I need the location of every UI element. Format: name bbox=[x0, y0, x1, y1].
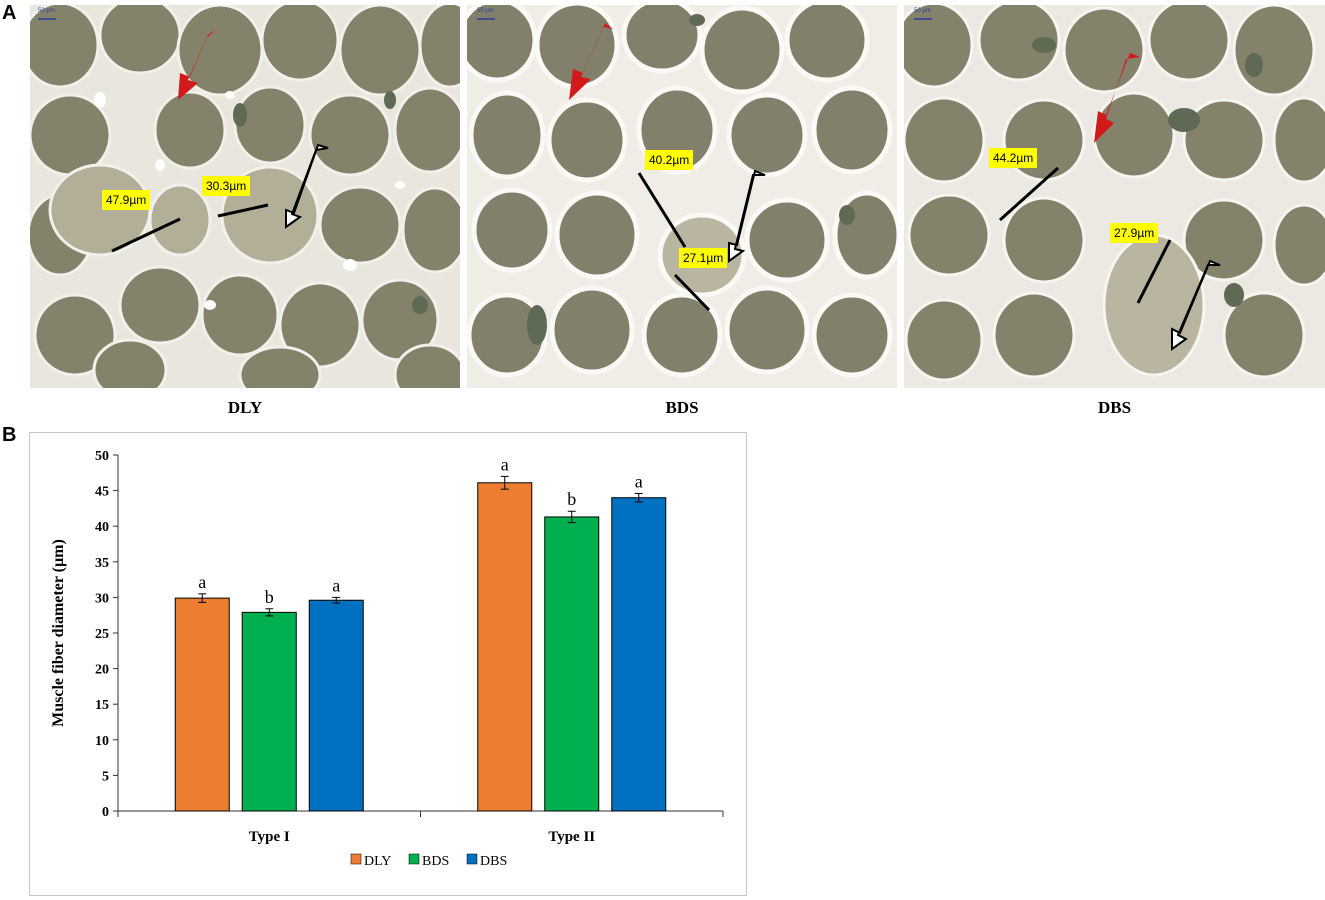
legend-swatch-dbs bbox=[466, 853, 478, 865]
bar-dbs bbox=[308, 599, 364, 812]
bar-dbs bbox=[611, 497, 667, 812]
micrograph-dly-image bbox=[30, 5, 460, 388]
significance-letter: a bbox=[501, 454, 509, 474]
panel-a-letter: A bbox=[2, 2, 17, 24]
y-tick-label: 40 bbox=[95, 520, 109, 535]
y-tick-label: 50 bbox=[95, 449, 109, 464]
micrograph-bds: 50 µm 40.2µm 27.1µm bbox=[467, 5, 897, 388]
scale-bar-label: 50 µm bbox=[38, 8, 55, 14]
significance-letter: b bbox=[567, 489, 576, 509]
y-tick-label: 15 bbox=[95, 698, 109, 713]
y-tick-label: 30 bbox=[95, 591, 109, 606]
measurement-label: 44.2µm bbox=[989, 148, 1038, 168]
y-axis-label: Muscle fiber diameter (µm) bbox=[50, 539, 67, 727]
micrograph-bds-image bbox=[467, 5, 897, 388]
scale-bar-label: 50 µm bbox=[477, 8, 494, 14]
micrograph-dly-label: DLY bbox=[227, 398, 263, 417]
bar-bds bbox=[241, 611, 297, 812]
scale-bar-label: 50 µm bbox=[914, 8, 931, 14]
measurement-label: 27.1µm bbox=[679, 248, 728, 268]
legend-label-dly: DLY bbox=[364, 854, 391, 869]
micrograph-dly: 50 µm 47.9µm 30.3µm bbox=[30, 5, 460, 388]
micrograph-dbs-image bbox=[904, 5, 1325, 388]
bar-chart-container: 0 5 10 15 20 25 30 35 40 45 50 Muscle fiber diamete… bbox=[29, 432, 747, 896]
y-tick-label: 0 bbox=[102, 805, 109, 820]
x-tick-label: Type II bbox=[548, 829, 595, 845]
y-tick-label: 25 bbox=[95, 627, 109, 642]
y-tick-label: 5 bbox=[102, 769, 109, 784]
measurement-label: 27.9µm bbox=[1110, 223, 1159, 243]
bar-dly bbox=[174, 597, 230, 812]
bar-bds bbox=[544, 516, 600, 812]
legend-label-bds: BDS bbox=[422, 854, 449, 869]
y-tick-label: 45 bbox=[95, 485, 109, 500]
legend-swatch-bds bbox=[408, 853, 420, 865]
legend-swatch-dly bbox=[350, 853, 362, 865]
micrograph-dbs: 50 µm 44.2µm 27.9µm bbox=[904, 5, 1325, 388]
micrograph-bds-label: BDS bbox=[665, 398, 699, 417]
y-tick-label: 10 bbox=[95, 734, 109, 749]
significance-letter: a bbox=[198, 572, 206, 592]
y-tick-label: 35 bbox=[95, 556, 109, 571]
legend-label-dbs: DBS bbox=[480, 854, 507, 869]
significance-letter: b bbox=[265, 587, 274, 607]
bar-chart: 0 5 10 15 20 25 30 35 40 45 50 Muscle fiber diamete… bbox=[50, 449, 724, 869]
bar-dly bbox=[477, 482, 533, 812]
measurement-label: 40.2µm bbox=[645, 150, 694, 170]
measurement-label: 30.3µm bbox=[202, 176, 251, 196]
significance-letter: a bbox=[635, 471, 643, 491]
x-tick-label: Type I bbox=[249, 829, 290, 845]
y-tick-label: 20 bbox=[95, 663, 109, 678]
significance-letter: a bbox=[332, 575, 340, 595]
panel-b-letter: B bbox=[2, 424, 17, 446]
measurement-label: 47.9µm bbox=[102, 190, 151, 210]
micrograph-dbs-label: DBS bbox=[1097, 398, 1132, 417]
